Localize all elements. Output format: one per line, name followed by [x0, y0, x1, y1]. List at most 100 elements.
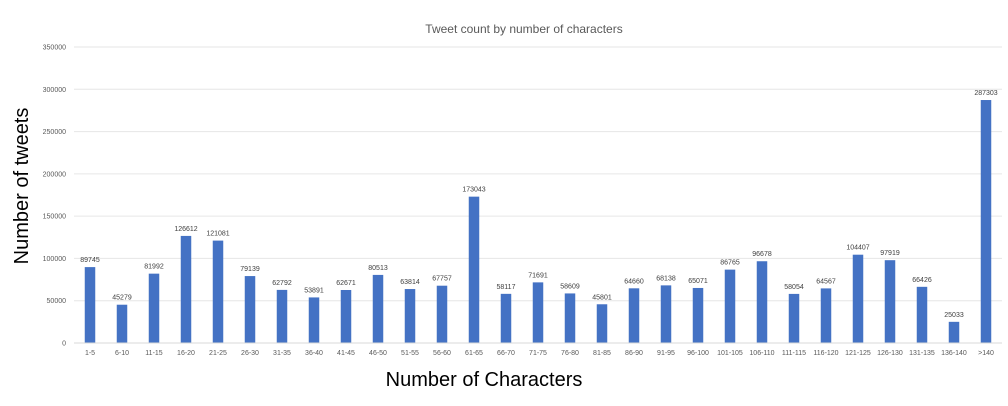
- x-axis-ticks: 1-5 6-10 11-15 16-20 21-25 26-30 31-35 36-40 41-…: [85, 350, 994, 357]
- x-tick-label: 121-125: [845, 350, 871, 357]
- x-tick-label: 26-30: [241, 350, 259, 357]
- x-tick-label: 41-45: [337, 350, 355, 357]
- x-tick-label: 21-25: [209, 350, 227, 357]
- bar: [660, 285, 672, 343]
- x-tick-label: 76-80: [561, 350, 579, 357]
- data-label: 25033: [944, 312, 964, 319]
- bars: [84, 100, 992, 344]
- x-tick-label: 1-5: [85, 350, 95, 357]
- bar: [596, 304, 608, 343]
- bar: [500, 293, 512, 343]
- y-tick-label: 50000: [47, 298, 67, 305]
- bar: [436, 285, 448, 343]
- data-label: 64567: [816, 278, 836, 285]
- x-tick-label: 116-120: [813, 350, 838, 357]
- data-label: 287303: [974, 90, 997, 97]
- y-tick-label: 0: [62, 341, 66, 348]
- bar: [692, 287, 704, 343]
- x-tick-label: 6-10: [115, 350, 129, 357]
- bar: [532, 282, 544, 343]
- data-label: 121081: [206, 231, 229, 238]
- bar: [212, 240, 224, 343]
- bar: [756, 261, 768, 343]
- x-axis-title: Number of Characters: [386, 369, 583, 391]
- gridlines: [74, 46, 1002, 302]
- y-tick-label: 300000: [43, 87, 66, 94]
- x-tick-label: 16-20: [177, 350, 195, 357]
- data-label: 67757: [432, 276, 452, 283]
- x-tick-label: 86-90: [625, 350, 643, 357]
- bar: [340, 289, 352, 343]
- bar: [148, 273, 160, 343]
- x-tick-label: 51-55: [401, 350, 419, 357]
- x-tick-label: 111-115: [782, 350, 806, 357]
- data-label: 45279: [112, 295, 132, 302]
- x-tick-label: 46-50: [369, 350, 387, 357]
- y-axis-title: Number of tweets: [11, 108, 33, 265]
- data-label: 53891: [304, 287, 324, 294]
- bar: [916, 286, 928, 343]
- x-tick-label: 131-135: [909, 350, 935, 357]
- data-label: 79139: [240, 266, 260, 273]
- bar: [116, 304, 128, 343]
- x-tick-label: >140: [978, 350, 994, 357]
- x-tick-label: 71-75: [529, 350, 547, 357]
- data-labels: 89745 45279 81992 126612 121081 79139 62792 538…: [80, 90, 998, 319]
- data-label: 58054: [784, 284, 804, 291]
- bar: [372, 274, 384, 343]
- bar: [884, 260, 896, 343]
- x-tick-label: 36-40: [305, 350, 323, 357]
- bar: [276, 289, 288, 343]
- y-tick-label: 150000: [43, 214, 66, 221]
- x-tick-label: 106-110: [749, 350, 774, 357]
- bar: [628, 288, 640, 343]
- y-tick-label: 200000: [43, 171, 66, 178]
- x-tick-label: 91-95: [657, 350, 675, 357]
- x-tick-label: 136-140: [941, 350, 967, 357]
- bar: [180, 235, 192, 343]
- x-tick-label: 96-100: [687, 350, 709, 357]
- bar: [308, 297, 320, 343]
- bar: [468, 196, 480, 343]
- data-label: 71691: [528, 272, 548, 279]
- x-tick-label: 31-35: [273, 350, 291, 357]
- data-label: 96678: [752, 251, 772, 258]
- y-tick-label: 100000: [43, 256, 66, 263]
- data-label: 104407: [846, 245, 869, 252]
- data-label: 80513: [368, 265, 388, 272]
- chart-title: Tweet count by number of characters: [425, 22, 622, 36]
- data-label: 68138: [656, 275, 676, 282]
- data-label: 81992: [144, 264, 164, 271]
- bar: [948, 321, 960, 343]
- x-tick-label: 11-15: [145, 350, 162, 357]
- x-tick-label: 101-105: [717, 350, 743, 357]
- data-label: 45801: [592, 294, 612, 301]
- bar: [564, 293, 576, 343]
- x-tick-label: 56-60: [433, 350, 451, 357]
- data-label: 66426: [912, 277, 932, 284]
- x-tick-label: 61-65: [465, 350, 483, 357]
- data-label: 62671: [336, 280, 356, 287]
- data-label: 62792: [272, 280, 292, 287]
- data-label: 58117: [497, 284, 516, 291]
- x-tick-label: 126-130: [877, 350, 903, 357]
- data-label: 89745: [80, 257, 100, 264]
- x-tick-label: 81-85: [593, 350, 611, 357]
- bar: [820, 288, 832, 343]
- bar: [84, 267, 96, 343]
- data-label: 126612: [174, 226, 197, 233]
- data-label: 65071: [688, 278, 708, 285]
- data-label: 58609: [560, 283, 580, 290]
- bar: [788, 293, 800, 343]
- data-label: 173043: [462, 187, 485, 194]
- data-label: 97919: [880, 250, 900, 257]
- data-label: 86765: [720, 260, 740, 267]
- bar: [724, 269, 736, 343]
- y-tick-label: 350000: [43, 45, 66, 52]
- bar: [980, 100, 992, 344]
- bar: [404, 289, 416, 343]
- bar: [852, 254, 864, 343]
- data-label: 64660: [624, 278, 644, 285]
- data-label: 63814: [400, 279, 420, 286]
